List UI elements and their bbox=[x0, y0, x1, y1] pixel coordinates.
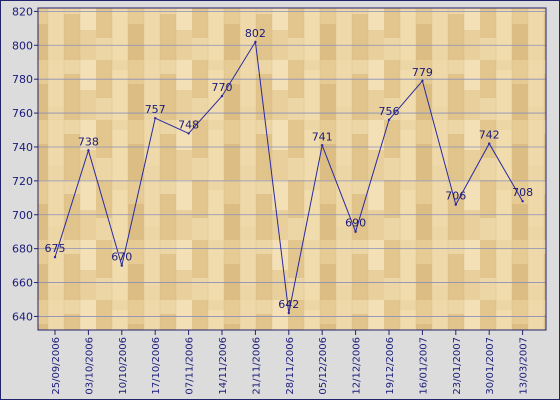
data-point bbox=[187, 132, 190, 135]
x-tick-label: 30/01/2007 bbox=[485, 337, 496, 395]
x-tick-label: 16/01/2007 bbox=[418, 337, 429, 395]
data-point bbox=[53, 255, 57, 259]
data-label: 757 bbox=[145, 103, 166, 116]
data-point bbox=[321, 144, 324, 147]
x-tick-label: 07/11/2006 bbox=[185, 337, 196, 395]
data-label: 670 bbox=[111, 251, 132, 264]
y-tick-label: 680 bbox=[12, 243, 33, 256]
data-point bbox=[521, 200, 524, 203]
y-tick-label: 760 bbox=[12, 107, 33, 120]
data-point bbox=[454, 203, 457, 206]
y-tick-label: 800 bbox=[12, 39, 33, 52]
y-tick-label: 720 bbox=[12, 175, 33, 188]
plot-border bbox=[37, 7, 547, 331]
data-point bbox=[154, 116, 157, 120]
data-label: 779 bbox=[412, 66, 433, 79]
y-tick-label: 660 bbox=[12, 277, 33, 290]
data-label: 738 bbox=[78, 135, 99, 148]
x-tick-label: 12/12/2006 bbox=[352, 337, 363, 395]
y-tick-label: 700 bbox=[12, 209, 33, 222]
x-tick-label: 14/11/2006 bbox=[218, 337, 229, 395]
data-labels: 675 738 670 757 748 770 802 642 741 690 756 779 706 7… bbox=[45, 27, 533, 315]
data-label: 675 bbox=[45, 242, 66, 255]
x-tick-label: 03/10/2006 bbox=[84, 337, 95, 395]
x-tick-label: 19/12/2006 bbox=[385, 337, 396, 395]
x-tick-label: 28/11/2006 bbox=[285, 337, 296, 395]
plot-area bbox=[38, 8, 546, 330]
y-axis: 640 660 680 700 720 740 760 780 800 820 bbox=[12, 5, 38, 323]
data-label: 708 bbox=[512, 186, 533, 199]
x-tick-label: 13/03/2007 bbox=[519, 337, 530, 395]
x-tick-label: 23/01/2007 bbox=[452, 337, 463, 395]
x-axis: 25/09/2006 03/10/2006 10/10/2006 17/10/2006… bbox=[51, 330, 530, 395]
data-point bbox=[220, 94, 224, 98]
data-point bbox=[120, 264, 124, 267]
y-tick-label: 740 bbox=[12, 141, 33, 154]
x-tick-label: 10/10/2006 bbox=[118, 337, 129, 395]
y-tick-label: 820 bbox=[12, 5, 33, 18]
data-point bbox=[87, 149, 90, 152]
data-point bbox=[421, 79, 424, 83]
data-label: 742 bbox=[479, 129, 500, 142]
y-tick-label: 640 bbox=[12, 310, 33, 323]
data-label: 748 bbox=[178, 118, 199, 131]
x-tick-label: 05/12/2006 bbox=[318, 337, 329, 395]
data-label: 756 bbox=[379, 105, 400, 118]
data-label: 770 bbox=[212, 81, 233, 94]
data-label: 706 bbox=[445, 190, 466, 203]
data-label: 690 bbox=[345, 217, 366, 230]
data-point bbox=[287, 311, 290, 315]
x-tick-label: 25/09/2006 bbox=[51, 337, 62, 395]
y-tick-label: 780 bbox=[12, 73, 33, 86]
grid-lines bbox=[38, 10, 546, 317]
data-point bbox=[387, 118, 391, 122]
data-point bbox=[488, 142, 491, 145]
data-label: 741 bbox=[312, 130, 333, 143]
data-label: 642 bbox=[278, 298, 299, 311]
x-tick-label: 17/10/2006 bbox=[151, 337, 162, 395]
x-tick-label: 21/11/2006 bbox=[251, 337, 262, 395]
data-point bbox=[354, 230, 357, 233]
data-point bbox=[254, 40, 257, 44]
data-label: 802 bbox=[245, 27, 266, 40]
